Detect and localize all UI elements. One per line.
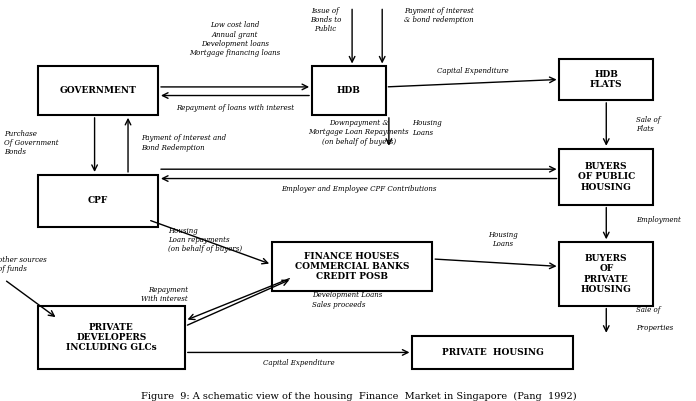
Text: Downpayment &
Mortgage Loan Repayments
(on behalf of buyers): Downpayment & Mortgage Loan Repayments (… [308, 119, 409, 146]
Text: Low cost land
Annual grant
Development loans
Mortgage financing loans: Low cost land Annual grant Development l… [189, 21, 280, 57]
Text: Housing
Loan repayments
(on behalf of buyers): Housing Loan repayments (on behalf of bu… [168, 227, 242, 253]
FancyBboxPatch shape [38, 66, 158, 115]
Text: Housing
Loans: Housing Loans [488, 231, 517, 248]
Text: Issue of
Bonds to
Public: Issue of Bonds to Public [310, 6, 341, 33]
Text: PRIVATE  HOUSING: PRIVATE HOUSING [442, 348, 544, 357]
FancyBboxPatch shape [38, 306, 185, 369]
Text: Payment of interest and
Bond Redemption: Payment of interest and Bond Redemption [141, 134, 226, 152]
Text: Development Loans
Sales proceeds: Development Loans Sales proceeds [312, 292, 382, 309]
Text: Repayment of loans with interest: Repayment of loans with interest [176, 104, 294, 112]
Text: Purchase
Of Government
Bonds: Purchase Of Government Bonds [4, 130, 59, 156]
Text: BUYERS
OF
PRIVATE
HOUSING: BUYERS OF PRIVATE HOUSING [581, 254, 632, 294]
Text: HDB
FLATS: HDB FLATS [590, 70, 622, 89]
Text: BUYERS
OF PUBLIC
HOUSING: BUYERS OF PUBLIC HOUSING [578, 162, 635, 192]
FancyBboxPatch shape [560, 242, 653, 306]
Text: Housing
Loans: Housing Loans [412, 119, 442, 137]
Text: Repayment
With interest: Repayment With interest [141, 286, 188, 303]
Text: Sale of
Flats: Sale of Flats [636, 116, 661, 133]
Text: GOVERNMENT: GOVERNMENT [59, 86, 136, 95]
FancyBboxPatch shape [38, 175, 158, 227]
FancyBboxPatch shape [560, 59, 653, 100]
FancyBboxPatch shape [412, 336, 573, 369]
FancyBboxPatch shape [560, 149, 653, 205]
FancyBboxPatch shape [312, 66, 386, 115]
Text: other sources
of funds: other sources of funds [0, 256, 47, 273]
Text: Employment: Employment [636, 216, 681, 224]
Text: Payment of interest
& bond redemption: Payment of interest & bond redemption [404, 6, 474, 24]
Text: Sale of

Properties: Sale of Properties [636, 306, 674, 332]
Text: PRIVATE
DEVELOPERS
INCLUDING GLCs: PRIVATE DEVELOPERS INCLUDING GLCs [66, 322, 157, 352]
Text: Employer and Employee CPF Contributions: Employer and Employee CPF Contributions [281, 185, 436, 193]
Text: CPF: CPF [88, 196, 108, 205]
FancyBboxPatch shape [272, 242, 432, 291]
Text: Capital Expenditure: Capital Expenditure [436, 67, 508, 75]
Text: HDB: HDB [337, 86, 361, 95]
Text: Capital Expenditure: Capital Expenditure [263, 359, 334, 367]
Text: FINANCE HOUSES
COMMERCIAL BANKS
CREDIT POSB: FINANCE HOUSES COMMERCIAL BANKS CREDIT P… [295, 251, 409, 282]
Text: Figure  9: A schematic view of the housing  Finance  Market in Singapore  (Pang : Figure 9: A schematic view of the housin… [141, 392, 576, 401]
